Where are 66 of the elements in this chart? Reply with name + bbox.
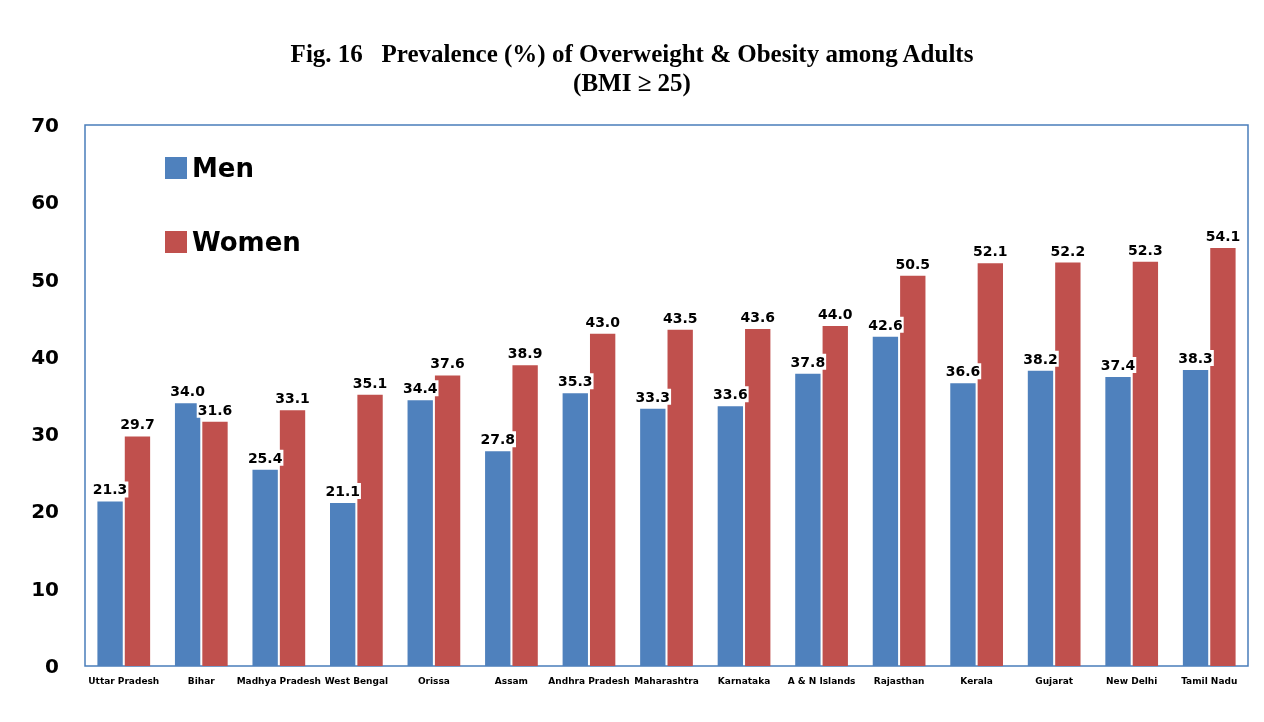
data-label: 34.0 — [170, 383, 206, 400]
data-label: 52.1 — [973, 243, 1008, 260]
data-label: 34.4 — [402, 380, 438, 397]
bar — [667, 329, 693, 666]
bar — [512, 365, 538, 666]
legend-label: Men — [192, 153, 255, 183]
bar — [1210, 247, 1236, 666]
legend-label: Women — [192, 227, 301, 257]
data-label: 37.8 — [790, 353, 826, 370]
data-label: 50.5 — [895, 255, 931, 272]
x-tick-label: A & N Islands — [787, 675, 856, 686]
x-tick-label: Andhra Pradesh — [548, 675, 630, 686]
bar — [202, 421, 228, 666]
x-tick-label: Karnataka — [717, 675, 771, 686]
data-label: 36.6 — [945, 363, 981, 380]
bar — [900, 275, 926, 666]
data-label: 43.6 — [740, 309, 775, 326]
x-tick-label: Maharashtra — [634, 675, 699, 686]
x-tick-label: West Bengal — [324, 675, 389, 686]
y-tick-label: 0 — [45, 654, 59, 678]
bar — [357, 394, 383, 666]
data-label: 21.3 — [92, 481, 128, 498]
data-label: 37.6 — [430, 355, 465, 372]
data-label: 38.2 — [1023, 350, 1058, 367]
chart-title: Fig. 16 Prevalence (%) of Overweight & Obesity among Adults — [290, 40, 974, 68]
y-tick-label: 50 — [31, 267, 59, 292]
data-label: 54.1 — [1205, 227, 1241, 244]
bar — [124, 436, 151, 666]
x-tick-label: Tamil Nadu — [1181, 675, 1238, 686]
data-label: 37.4 — [1100, 356, 1136, 373]
x-tick-label: Assam — [494, 675, 528, 686]
data-label: 27.8 — [480, 431, 516, 448]
data-label: 38.3 — [1178, 350, 1213, 366]
x-tick-label: Kerala — [960, 675, 993, 686]
x-tick-label: New Delhi — [1106, 675, 1158, 686]
data-label: 44.0 — [817, 305, 853, 322]
data-label: 21.1 — [325, 482, 360, 499]
data-label: 38.9 — [507, 345, 543, 362]
x-tick-label: Uttar Pradesh — [88, 675, 160, 686]
y-tick-label: 70 — [31, 113, 59, 137]
bar — [745, 329, 771, 666]
x-tick-label: Gujarat — [1035, 675, 1074, 686]
chart-subtitle: (BMI ≥ 25) — [573, 69, 691, 97]
x-tick-label: Orissa — [417, 675, 450, 686]
data-label: 33.3 — [635, 388, 671, 405]
data-label: 33.6 — [713, 386, 748, 403]
y-tick-label: 30 — [31, 422, 59, 447]
y-tick-label: 10 — [31, 576, 59, 601]
y-tick-label: 20 — [31, 499, 59, 524]
y-tick-label: 60 — [31, 190, 59, 215]
data-label: 35.1 — [352, 374, 388, 391]
data-label: 29.7 — [120, 416, 155, 433]
bar — [1055, 262, 1081, 666]
data-label: 25.4 — [247, 449, 283, 466]
data-label: 52.2 — [1050, 242, 1086, 259]
x-tick-label: Rajasthan — [873, 675, 925, 686]
data-label: 31.6 — [197, 401, 233, 418]
x-tick-label: Bihar — [187, 675, 216, 686]
data-label: 33.1 — [275, 390, 310, 407]
x-tick-label: Madhya Pradesh — [236, 675, 322, 686]
y-tick-label: 40 — [31, 344, 59, 369]
data-label: 35.3 — [558, 373, 593, 390]
data-label: 52.3 — [1128, 241, 1163, 258]
data-label: 43.5 — [662, 309, 698, 326]
data-label: 42.6 — [868, 316, 903, 333]
data-label: 43.0 — [585, 313, 621, 330]
